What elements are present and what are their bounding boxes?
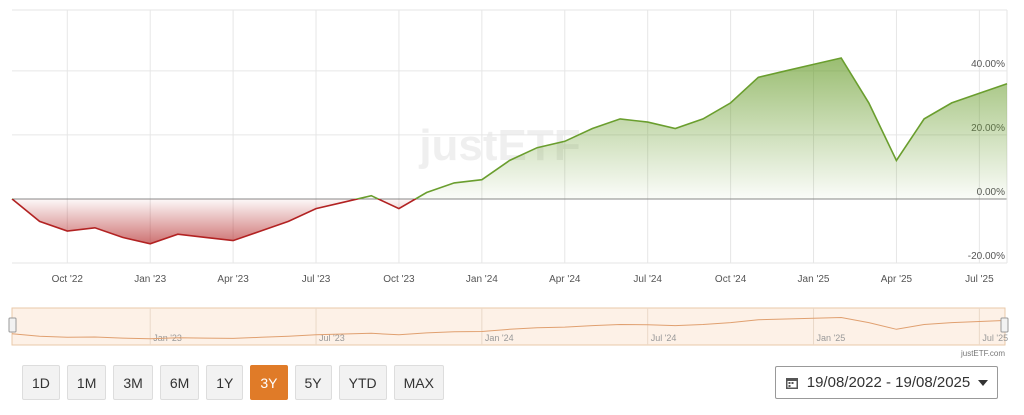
x-tick-label: Jan '24 xyxy=(466,274,498,285)
date-range-text: 19/08/2022 - 19/08/2025 xyxy=(806,374,971,391)
range-button[interactable]: 3Y xyxy=(250,365,288,400)
range-button[interactable]: 3M xyxy=(113,365,153,400)
range-button[interactable]: 6M xyxy=(159,365,200,400)
x-tick-label: Oct '23 xyxy=(383,274,415,285)
range-button[interactable]: 1Y xyxy=(206,365,244,400)
range-button[interactable]: MAX xyxy=(393,365,444,400)
x-tick-label: Apr '23 xyxy=(217,274,249,285)
chart: justETF Oct '22 Jan '23 Apr '23 Jul '23 Oct … xyxy=(8,9,1009,358)
y-tick-label: 40.00% xyxy=(971,59,1005,70)
credit: justETF.com xyxy=(960,349,1005,358)
x-tick-label: Oct '22 xyxy=(52,274,84,285)
navigator-line xyxy=(11,316,1008,340)
x-tick-label: Apr '25 xyxy=(881,274,913,285)
x-tick-label: Jul '24 xyxy=(633,274,662,285)
date-range-picker[interactable]: 19/08/2022 - 19/08/2025 xyxy=(775,366,998,399)
x-tick-label: Jul '23 xyxy=(302,274,331,285)
x-tick-label: Jan '23 xyxy=(134,274,166,285)
navigator-box xyxy=(11,307,1006,346)
x-tick-label: Jan '25 xyxy=(798,274,830,285)
navigator-tick-label: Jul '23 xyxy=(319,333,345,343)
navigator-handle xyxy=(8,317,17,333)
navigator-tick-label: Jan '24 xyxy=(485,333,514,343)
line xyxy=(11,57,1008,245)
x-tick-label: Oct '24 xyxy=(715,274,747,285)
x-tick-label: Jul '25 xyxy=(965,274,994,285)
calendar-icon xyxy=(785,377,798,389)
range-button[interactable]: 5Y xyxy=(294,365,332,400)
navigator-tick-label: Jan '25 xyxy=(817,333,846,343)
navigator-handle xyxy=(1000,317,1009,333)
range-button[interactable]: 1M xyxy=(66,365,107,400)
range-button[interactable]: 1D xyxy=(22,365,60,400)
navigator-tick-label: Jul '25 xyxy=(982,333,1008,343)
x-tick-label: Apr '24 xyxy=(549,274,581,285)
range-buttons: 1D 1M 3M 6M 1Y 3Y 5Y YTD MAX xyxy=(22,365,444,400)
navigator-tick-label: Jul '24 xyxy=(651,333,677,343)
range-button[interactable]: YTD xyxy=(338,365,387,400)
caret xyxy=(978,379,989,386)
area xyxy=(12,58,1007,244)
y-tick-label: -20.00% xyxy=(968,251,1005,262)
